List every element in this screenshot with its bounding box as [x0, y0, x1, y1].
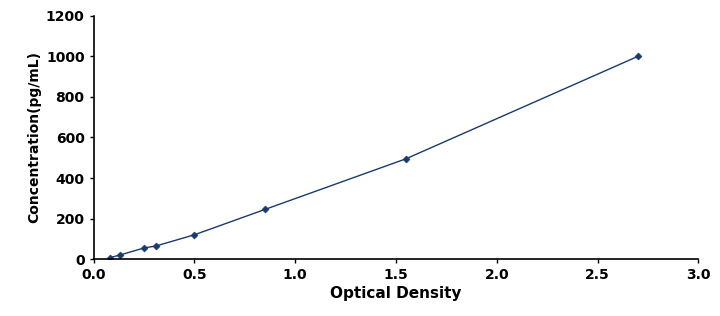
Y-axis label: Concentration(pg/mL): Concentration(pg/mL)	[27, 52, 42, 223]
X-axis label: Optical Density: Optical Density	[330, 286, 462, 301]
